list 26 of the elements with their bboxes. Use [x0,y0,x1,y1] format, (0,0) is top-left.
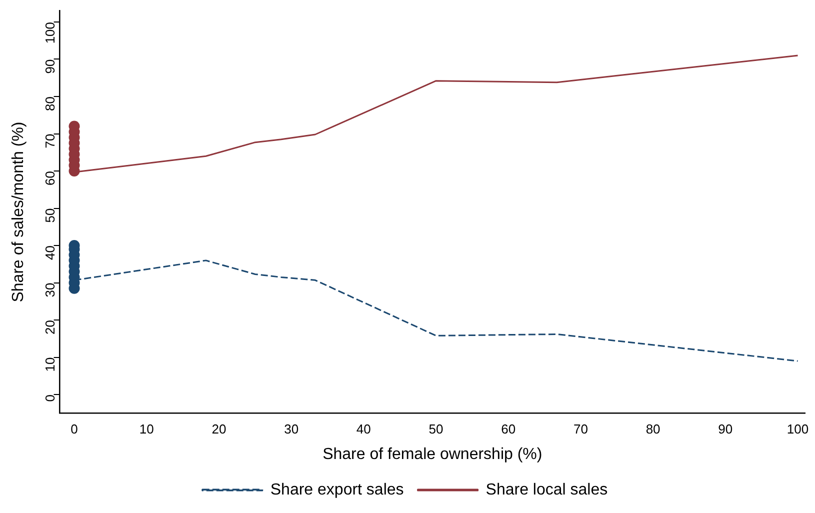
x-axis-title: Share of female ownership (%) [322,446,542,463]
y-tick-label: 20 [42,320,58,335]
x-tick-label: 10 [139,422,154,437]
legend-label: Share local sales [486,481,608,498]
y-tick-label: 80 [42,96,58,111]
y-tick-label: 10 [42,357,58,372]
x-tick-label: 0 [70,422,78,437]
y-tick-label: 0 [42,394,58,402]
y-tick-label: 30 [42,282,58,298]
x-tick-label: 20 [212,422,226,437]
y-tick-label: 40 [42,246,58,260]
x-tick-label: 90 [718,422,733,437]
y-tick-label: 70 [42,134,58,148]
y-axis-title: Share of sales/month (%) [10,122,28,302]
x-tick-label: 60 [501,422,516,437]
x-tick-label: 30 [284,422,299,437]
legend-label: Share export sales [270,481,404,498]
y-tick-label: 90 [42,59,58,74]
x-tick-label: 50 [428,422,444,437]
x-tick-label: 70 [573,422,588,437]
y-tick-label: 60 [42,171,58,186]
x-tick-label: 40 [356,422,371,437]
x-tick-label: 100 [786,422,809,437]
y-tick-label: 50 [42,208,58,223]
y-tick-label: 100 [42,22,58,44]
x-tick-label: 80 [646,422,660,437]
